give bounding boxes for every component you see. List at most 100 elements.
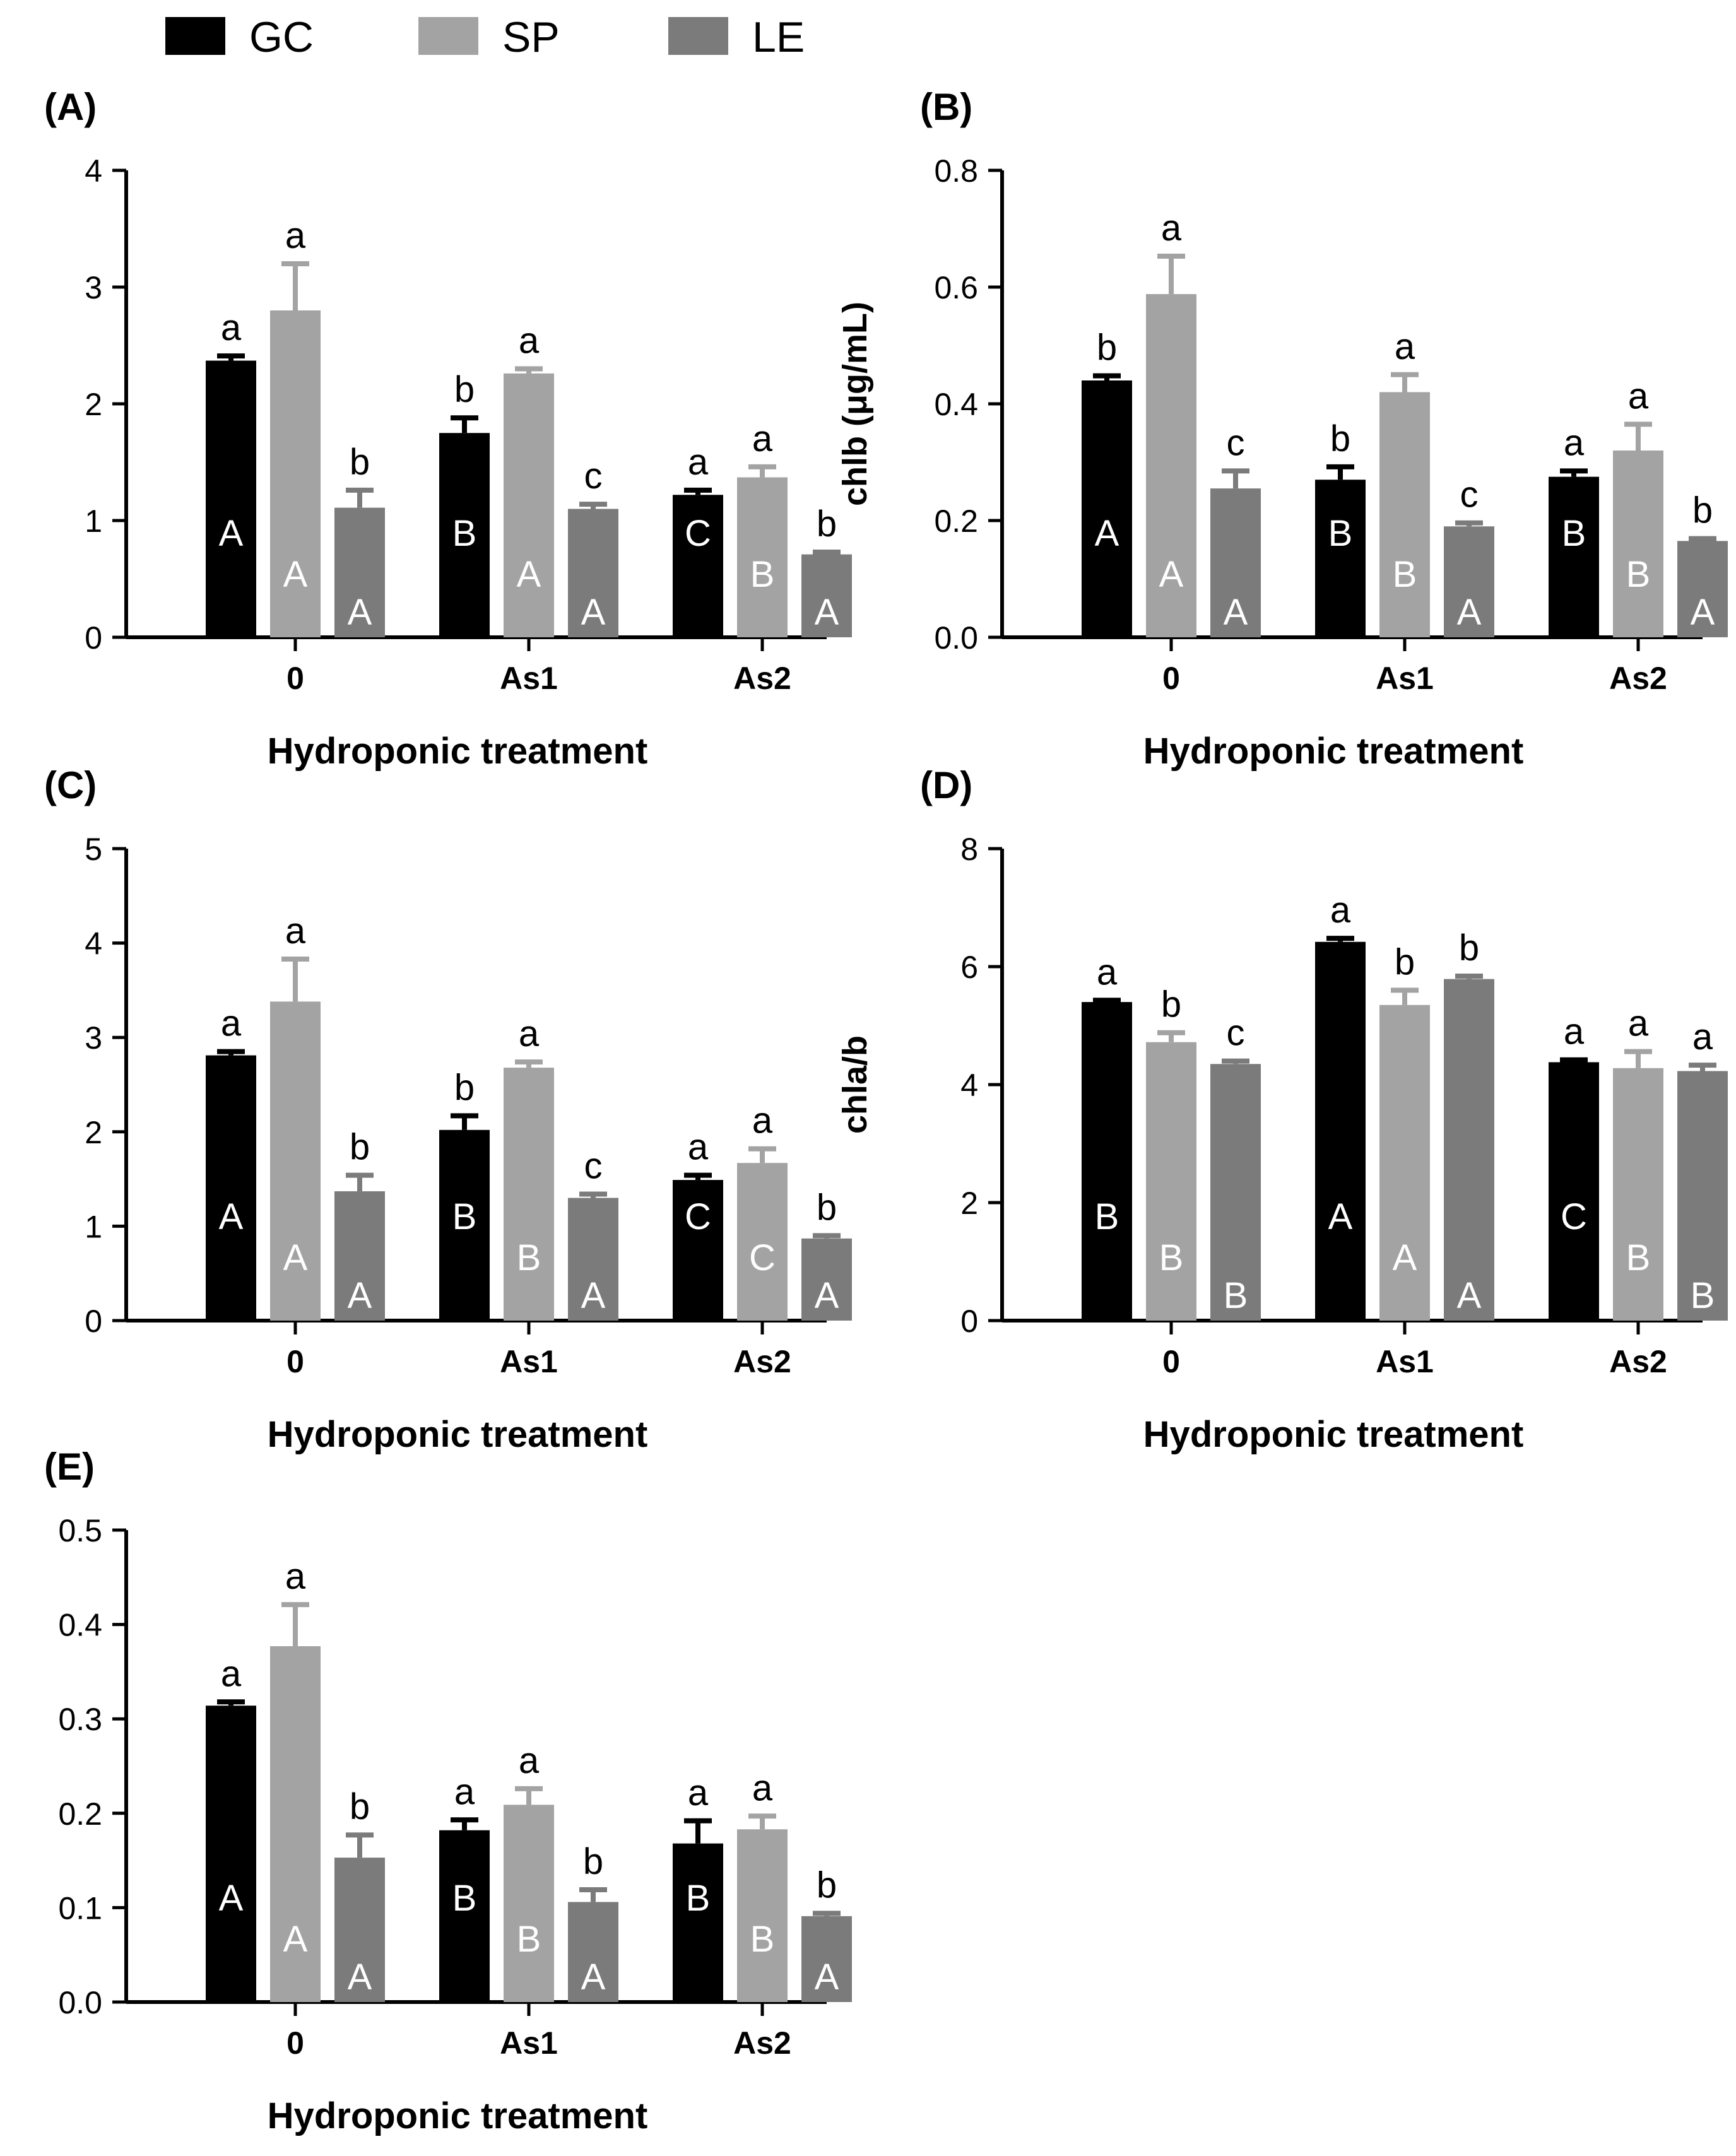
x-tick-label: As1 [1376, 1344, 1434, 1379]
x-axis-title: Hydroponic treatment [1143, 731, 1524, 772]
y-tick-label: 0.8 [934, 153, 978, 189]
x-tick-label: As1 [1376, 661, 1434, 696]
bar-sp [1613, 1068, 1663, 1321]
legend-label-sp: SP [502, 13, 560, 61]
group-letter: A [517, 554, 541, 595]
y-tick-label: 0.6 [934, 270, 978, 305]
significance-letter: a [221, 1653, 242, 1694]
bar-le [334, 1191, 385, 1321]
y-tick-label: 0 [85, 1304, 102, 1339]
bar-gc [439, 433, 490, 637]
y-tick-label: 1 [85, 504, 102, 539]
group-letter: B [452, 513, 477, 554]
significance-letter: b [817, 1864, 837, 1906]
x-tick-label: As2 [733, 661, 791, 696]
legend-label-le: LE [752, 13, 805, 61]
x-tick-label: As1 [500, 2025, 558, 2061]
group-letter: A [1159, 554, 1184, 595]
group-letter: A [283, 1919, 308, 1960]
group-letter: A [219, 1878, 244, 1919]
group-letter: B [1562, 513, 1586, 554]
bar-gc [439, 1830, 490, 2002]
bar-gc [439, 1129, 490, 1321]
y-tick-label: 8 [960, 832, 978, 867]
y-tick-label: 2 [85, 387, 102, 422]
bar-sp [504, 373, 554, 637]
bar-sp [1379, 1004, 1430, 1321]
y-tick-label: 0.0 [58, 1985, 102, 2020]
bar-sp [737, 1163, 788, 1321]
group-letter: B [1328, 513, 1353, 554]
panel-4: (E)0.00.10.20.30.40.5car (μg/mL)Hydropon… [44, 1446, 852, 2136]
group-letter: A [581, 592, 606, 633]
group-letter: A [1393, 1237, 1417, 1278]
group-letter: A [283, 1237, 308, 1278]
significance-letter: c [1460, 474, 1479, 515]
group-letter: A [219, 1196, 244, 1237]
group-letter: A [581, 1957, 606, 1998]
significance-letter: a [519, 1740, 540, 1781]
significance-letter: c [1227, 422, 1245, 463]
group-letter: A [348, 592, 372, 633]
x-tick-label: 0 [1162, 1344, 1180, 1379]
significance-letter: a [1330, 890, 1351, 931]
group-letter: C [685, 513, 711, 554]
y-tick-label: 0.4 [58, 1608, 102, 1643]
significance-letter: a [1161, 208, 1182, 249]
y-tick-label: 0.1 [58, 1890, 102, 1926]
bar-sp [1146, 1042, 1196, 1321]
significance-letter: a [1564, 422, 1585, 463]
panel-3: (D) 0 2 4 6 8 chla/b Hydroponic treatment 0 a Bb Bc… [836, 764, 1728, 1455]
group-letter: B [452, 1196, 477, 1237]
significance-letter: a [1097, 951, 1118, 993]
legend-label-gc: GC [249, 13, 314, 61]
x-tick-label: As2 [1609, 661, 1667, 696]
y-tick-label: 6 [960, 950, 978, 985]
y-tick-label: 2 [960, 1186, 978, 1221]
significance-letter: b [1395, 941, 1415, 982]
significance-letter: a [519, 321, 540, 362]
bar-gc [673, 495, 723, 637]
significance-letter: a [454, 1771, 475, 1812]
bar-le [1210, 1064, 1261, 1321]
bar-sp [1379, 392, 1430, 637]
x-axis-title: Hydroponic treatment [1143, 1414, 1524, 1455]
bar-le [1677, 541, 1728, 637]
bar-le [801, 1238, 852, 1321]
y-tick-label: 0.3 [58, 1702, 102, 1737]
bar-le [1444, 526, 1494, 637]
panel-label: (E) [44, 1446, 95, 1488]
y-tick-label: 0.2 [58, 1796, 102, 1832]
group-letter: B [517, 1237, 541, 1278]
significance-letter: a [752, 418, 773, 459]
bar-gc [206, 1055, 256, 1321]
y-tick-label: 3 [85, 270, 102, 305]
group-letter: B [1393, 554, 1417, 595]
group-letter: A [1095, 513, 1119, 554]
x-tick-label: 0 [286, 661, 304, 696]
significance-letter: b [1161, 984, 1181, 1025]
y-tick-label: 4 [960, 1068, 978, 1103]
panel-1: (B) 0.0 0.2 0.4 0.6 0.8 chlb (μg/mL) Hydroponic… [836, 86, 1728, 772]
x-tick-label: As1 [500, 661, 558, 696]
y-tick-label: 0.2 [934, 504, 978, 539]
significance-letter: a [752, 1100, 773, 1141]
bar-gc [673, 1843, 723, 2002]
bar-le [1677, 1071, 1728, 1321]
bar-gc [1549, 476, 1599, 637]
legend-swatch-le [668, 17, 728, 55]
y-tick-label: 0 [85, 620, 102, 656]
panel-2: (C)012345chla+b (μg/mL)Hydroponic treatm… [44, 764, 852, 1455]
significance-letter: b [350, 442, 370, 483]
panel-label: (B) [920, 86, 972, 128]
group-letter: C [685, 1196, 711, 1237]
x-tick-label: As1 [500, 1344, 558, 1379]
panel-0: (A)01234chla (μg/mL)Hydroponic treatment… [44, 86, 852, 772]
significance-letter: b [583, 1841, 603, 1882]
significance-letter: b [1459, 928, 1479, 969]
group-letter: B [1626, 554, 1651, 595]
group-letter: B [517, 1919, 541, 1960]
significance-letter: a [1395, 326, 1415, 367]
significance-letter: c [584, 456, 603, 497]
bar-le [334, 1858, 385, 2002]
